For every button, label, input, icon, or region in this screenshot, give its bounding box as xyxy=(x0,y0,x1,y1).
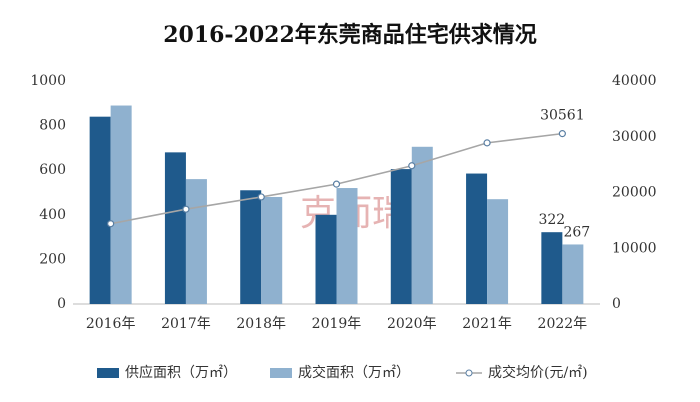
bar xyxy=(164,152,186,304)
x-tick-label: 2021年 xyxy=(462,316,512,332)
point xyxy=(332,180,341,188)
y2-tick-label: 30000 xyxy=(612,129,657,145)
legend-swatch xyxy=(270,368,292,378)
y-tick-label: 200 xyxy=(39,251,66,267)
y2-tick-label: 0 xyxy=(612,296,621,312)
bar xyxy=(466,173,488,304)
legend-label: 成交均价(元/㎡) xyxy=(488,364,588,381)
x-tick-label: 2018年 xyxy=(236,316,286,332)
y-tick-label: 1000 xyxy=(30,73,66,89)
point xyxy=(107,220,115,228)
point xyxy=(558,130,566,138)
y2-tick-label: 40000 xyxy=(612,73,657,89)
bar xyxy=(240,190,262,304)
point xyxy=(483,139,491,147)
bar xyxy=(89,116,111,305)
bar xyxy=(487,199,509,304)
point xyxy=(257,193,265,201)
data-label: 322 xyxy=(538,212,565,228)
y-tick-label: 800 xyxy=(39,118,66,134)
legend-swatch xyxy=(97,368,119,378)
y-tick-label: 600 xyxy=(39,162,66,178)
bar xyxy=(110,105,132,304)
bar xyxy=(185,179,207,304)
bar xyxy=(261,196,283,304)
x-tick-label: 2017年 xyxy=(161,316,211,332)
x-tick-label: 2022年 xyxy=(538,316,588,332)
x-tick-label: 2019年 xyxy=(312,316,362,332)
data-label: 30561 xyxy=(540,108,585,124)
y2-tick-label: 20000 xyxy=(612,185,657,201)
bar xyxy=(315,214,337,304)
point xyxy=(408,162,416,170)
chart-title: 2016-2022年东莞商品住宅供求情况 xyxy=(163,22,537,48)
y-tick-label: 400 xyxy=(39,207,66,223)
point xyxy=(182,205,190,213)
y-tick-label: 0 xyxy=(57,296,66,312)
y2-tick-label: 10000 xyxy=(612,240,657,256)
bar xyxy=(541,232,563,304)
x-tick-label: 2016年 xyxy=(86,316,136,332)
bar xyxy=(411,146,433,304)
legend-swatch xyxy=(465,369,473,377)
bar xyxy=(336,188,358,304)
x-tick-label: 2020年 xyxy=(387,316,437,332)
bar xyxy=(390,169,412,304)
legend-label: 供应面积（万㎡） xyxy=(125,364,237,381)
bar xyxy=(562,244,584,304)
data-label: 267 xyxy=(563,224,590,240)
legend-label: 成交面积（万㎡） xyxy=(298,364,410,381)
